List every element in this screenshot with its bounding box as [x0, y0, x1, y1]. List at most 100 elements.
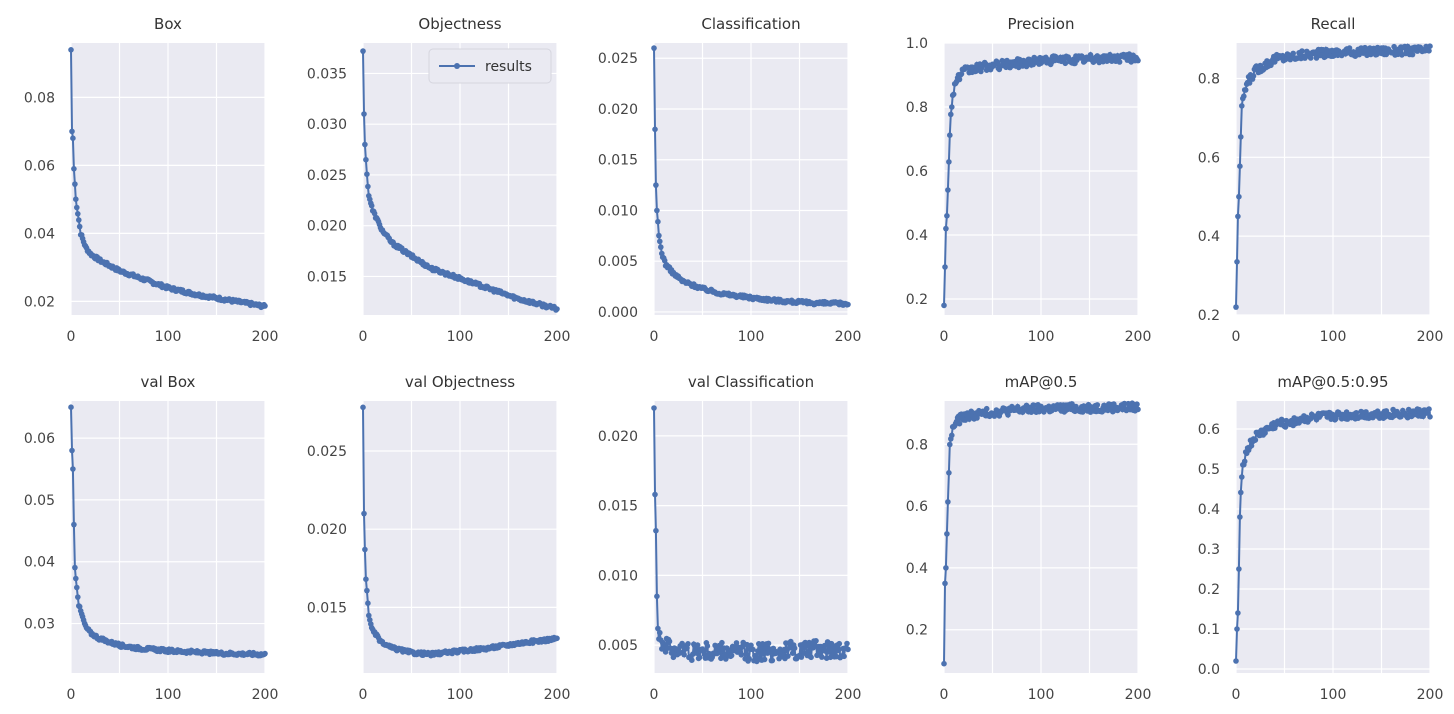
y-tick-label: 0.005 [598, 638, 638, 654]
y-tick-label: 0.8 [906, 437, 928, 453]
chart-title: Recall [1311, 15, 1356, 33]
data-point [946, 470, 952, 476]
data-point [759, 641, 766, 647]
data-point [1234, 259, 1240, 265]
y-tick-label: 0.4 [1198, 229, 1220, 245]
x-tick-label: 100 [738, 687, 765, 703]
subplot-classification: Classification 0 100 200 0.000 0.005 0.010 0.01… [598, 15, 861, 345]
data-point [1134, 401, 1140, 408]
data-point [844, 640, 850, 647]
data-point [554, 306, 560, 312]
data-point [845, 301, 851, 308]
data-point [654, 207, 660, 214]
data-point [789, 650, 796, 656]
x-tick-label: 100 [1028, 329, 1055, 345]
y-tick-label: 0.005 [598, 254, 638, 270]
data-point [956, 420, 963, 427]
data-point [1426, 48, 1432, 54]
y-tick-label: 0.2 [906, 623, 928, 639]
data-point [1233, 658, 1239, 664]
data-point [262, 303, 268, 309]
data-point [1116, 59, 1123, 65]
data-point [704, 643, 711, 649]
data-point [945, 187, 951, 193]
data-point [946, 159, 952, 165]
x-tick-label: 200 [1125, 329, 1152, 345]
data-point [785, 653, 791, 659]
series-markers-box [68, 47, 268, 311]
y-tick-label: 0.5 [1198, 462, 1220, 478]
data-point [949, 432, 955, 439]
x-tick-label: 200 [1125, 687, 1152, 703]
data-point [69, 447, 75, 454]
y-tick-label: 0.025 [307, 444, 347, 460]
y-tick-label: 0.010 [598, 568, 638, 584]
data-point [75, 211, 81, 217]
y-tick-label: 0.4 [1198, 502, 1220, 518]
data-point [941, 660, 947, 667]
data-point [1241, 93, 1247, 99]
data-point [746, 655, 752, 662]
data-point [956, 76, 963, 83]
data-point [689, 657, 695, 663]
data-point [738, 652, 745, 658]
data-point [1235, 213, 1241, 220]
data-point [651, 45, 657, 51]
data-point [364, 587, 370, 594]
data-point [958, 71, 965, 77]
data-point [71, 166, 77, 172]
legend: results [428, 48, 552, 84]
data-point [653, 527, 659, 534]
data-point [835, 647, 842, 654]
data-point [651, 405, 657, 411]
data-point [1299, 48, 1305, 54]
data-point [654, 593, 660, 600]
data-point [72, 181, 78, 187]
data-point [769, 657, 776, 664]
data-point [368, 202, 375, 209]
data-point [656, 232, 662, 239]
y-tick-label: 0.6 [906, 164, 928, 180]
data-point [696, 654, 703, 661]
data-point [68, 47, 74, 53]
y-tick-label: 0.2 [1198, 582, 1220, 598]
data-point [1427, 414, 1433, 420]
y-tick-label: 0.015 [598, 153, 638, 169]
subplot-map-0-5: mAP@0.5 0 100 200 0.2 0.4 0.6 0.8 [906, 373, 1152, 703]
y-tick-label: 0.025 [598, 51, 638, 67]
x-tick-label: 200 [1417, 687, 1444, 703]
chart-title: mAP@0.5:0.95 [1277, 373, 1388, 391]
data-point [819, 654, 825, 660]
series-markers-recall [1233, 43, 1433, 310]
x-tick-label: 100 [155, 687, 182, 703]
data-point [1290, 50, 1296, 57]
data-point [653, 182, 659, 188]
data-point [657, 238, 663, 245]
data-point [1094, 402, 1101, 408]
data-point [362, 546, 368, 553]
data-point [948, 111, 954, 118]
y-tick-label: 0.06 [24, 431, 55, 447]
x-tick-label: 100 [1320, 329, 1347, 345]
x-tick-label: 200 [252, 687, 279, 703]
data-point [70, 466, 76, 472]
legend-label: results [485, 59, 532, 75]
y-tick-label: 0.06 [24, 158, 55, 174]
x-tick-label: 0 [67, 687, 76, 703]
data-point [554, 635, 560, 642]
y-tick-label: 0.4 [906, 228, 928, 244]
y-tick-label: 0.03 [24, 617, 55, 633]
series-markers-val-box [68, 404, 268, 659]
x-tick-label: 100 [1028, 687, 1055, 703]
data-point [743, 651, 749, 657]
series-markers-val-classification [651, 405, 851, 665]
y-tick-label: 0.035 [307, 66, 347, 82]
x-tick-label: 0 [940, 687, 949, 703]
data-point [949, 104, 955, 110]
data-point [942, 580, 948, 587]
data-point [945, 499, 951, 505]
data-point [825, 649, 832, 655]
subplot-val-objectness: val Objectness 0 100 200 0.015 0.020 0.025 [307, 373, 570, 703]
legend-marker [454, 63, 460, 69]
